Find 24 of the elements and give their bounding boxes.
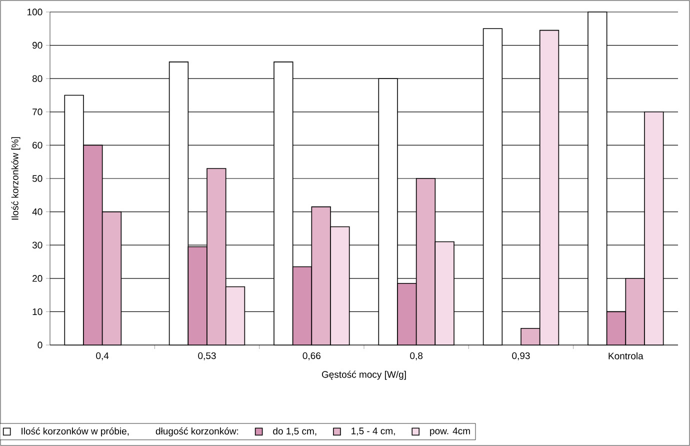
y-axis-title: Ilość korzonków [%] [11, 137, 20, 220]
y-tick-label: 50 [32, 175, 42, 182]
legend-label: 1,5 - 4 cm, [352, 428, 395, 436]
x-tick-label: 0,66 [302, 352, 320, 360]
y-tick-label: 60 [32, 142, 42, 149]
x-tick-label: Kontrola [608, 352, 644, 360]
y-tick-label: 20 [32, 275, 42, 282]
y-tick-label: 90 [32, 42, 42, 49]
y-tick-label: 40 [32, 208, 42, 216]
legend-label: do 1,5 cm, [273, 427, 316, 436]
x-tick-label: 0,53 [198, 352, 216, 360]
y-tick-label: 80 [32, 75, 42, 82]
legend-title: długość korzonków: [156, 427, 238, 436]
y-tick-label: 0 [38, 342, 42, 348]
legend-label: pow. 4cm [430, 428, 470, 436]
legend-label: Ilość korzonków w próbie, [22, 427, 129, 436]
y-tick-label: 100 [28, 8, 42, 16]
x-tick-label: 0,4 [96, 352, 109, 360]
x-axis-title: Gęstość mocy [W/g] [322, 370, 406, 380]
x-tick-label: 0,93 [512, 352, 530, 360]
x-tick-label: 0,8 [410, 352, 423, 360]
y-tick-label: 10 [32, 308, 42, 316]
y-tick-label: 70 [32, 108, 42, 116]
y-tick-label: 30 [32, 242, 42, 248]
